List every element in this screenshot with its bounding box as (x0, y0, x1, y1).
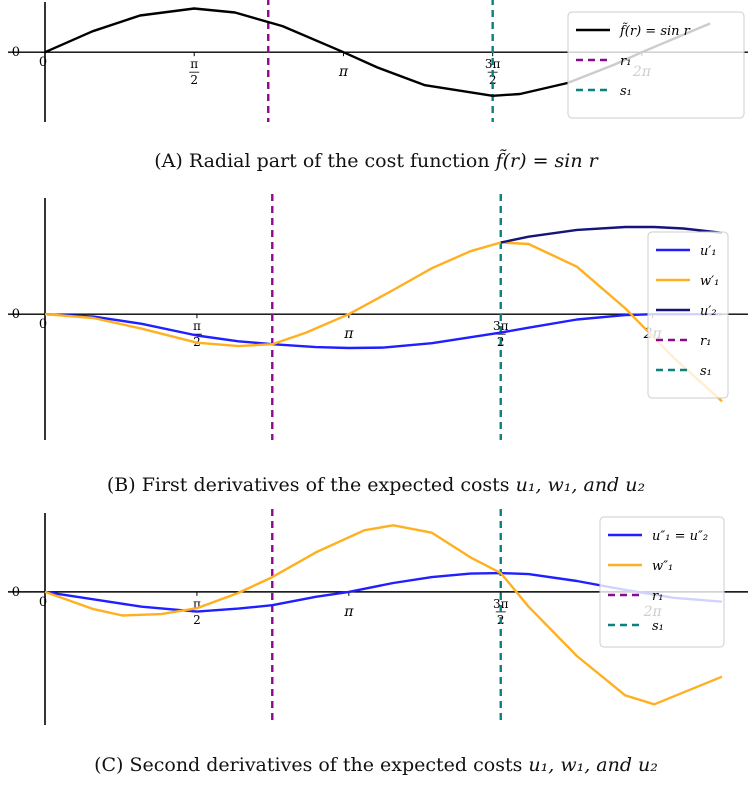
legend: u′₁ w′₁ u′₂ r₁ s₁ (647, 231, 729, 399)
legend-label: w″₁ (652, 559, 673, 574)
legend-box (647, 231, 729, 399)
legend-label: u′₁ (700, 244, 717, 259)
caption-b-formula: u₁, w₁, and u₂ (515, 474, 646, 496)
tick-label-three-pi-half-num: 3π (493, 597, 509, 611)
tick-label-pi-half-num: π (190, 57, 198, 71)
tick-label-pi: π (343, 604, 354, 620)
caption-b: (B) First derivatives of the expected co… (0, 474, 752, 496)
series-line-2 (44, 241, 723, 403)
tick-label-pi-half-num: π (193, 319, 201, 333)
legend-label: s₁ (700, 364, 712, 379)
legend-label: f̃(r) = sin r (619, 22, 691, 39)
legend-label: u″₁ = u″₂ (652, 529, 708, 544)
caption-c-prefix: (C) Second derivatives of the expected c… (94, 754, 529, 776)
legend-label: r₁ (652, 589, 663, 604)
legend-label: s₁ (652, 619, 664, 634)
series-line-1 (44, 312, 722, 350)
caption-a-prefix: (A) Radial part of the cost function (154, 150, 496, 172)
tick-label-pi: π (343, 326, 354, 342)
tick-label-pi: π (338, 64, 349, 80)
y-tick-label-zero: 0 (12, 45, 20, 60)
legend-box (567, 11, 745, 119)
tick-label-three-pi-half-den: 2 (489, 73, 497, 87)
legend-label: r₁ (700, 334, 711, 349)
series-line-3 (500, 225, 723, 244)
y-tick-label-zero: 0 (12, 585, 20, 600)
caption-a: (A) Radial part of the cost function f̃(… (0, 150, 752, 172)
tick-label-origin: 0 (39, 55, 47, 70)
legend: f̃(r) = sin r r₁ s₁ (567, 11, 745, 119)
tick-label-origin: 0 (39, 317, 47, 332)
caption-c: (C) Second derivatives of the expected c… (0, 754, 752, 776)
tick-label-pi-half-num: π (193, 597, 201, 611)
legend-box (599, 516, 725, 648)
legend-label: w′₁ (700, 274, 719, 289)
legend-label: r₁ (620, 54, 631, 69)
y-tick-label-zero: 0 (12, 307, 20, 322)
legend-label: s₁ (620, 84, 632, 99)
series-line-1 (44, 571, 723, 613)
tick-label-pi-half-den: 2 (193, 613, 201, 627)
caption-a-formula: f̃(r) = sin r (495, 150, 598, 172)
tick-label-origin: 0 (39, 595, 47, 610)
caption-c-formula: u₁, w₁, and u₂ (528, 754, 658, 776)
tick-label-pi-half-den: 2 (190, 73, 198, 87)
caption-b-prefix: (B) First derivatives of the expected co… (106, 474, 516, 496)
series-line-2 (44, 524, 723, 706)
legend-label: u′₂ (700, 304, 717, 319)
legend: u″₁ = u″₂ w″₁ r₁ s₁ (599, 516, 725, 648)
